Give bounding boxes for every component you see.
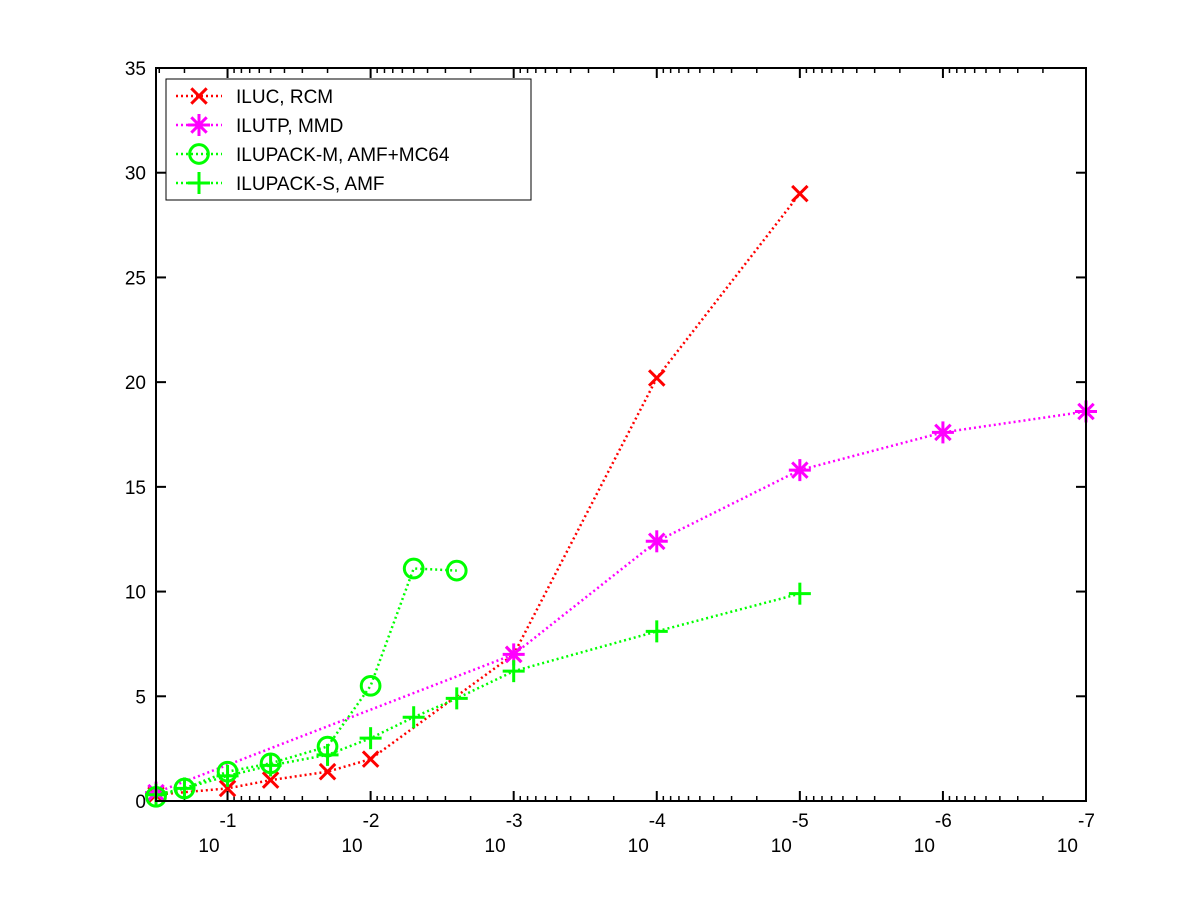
- data-point-circle: [188, 143, 210, 165]
- data-point-circle: [359, 674, 382, 697]
- data-point-plus: [788, 582, 811, 605]
- data-point-circle: [445, 559, 468, 582]
- data-point-plus: [188, 172, 210, 194]
- data-point-x: [648, 369, 666, 387]
- x-tick-labels: 10-110-210-310-410-510-610-7: [198, 811, 1095, 857]
- x-tick-label-exponent: -5: [792, 811, 809, 832]
- legend-entry: ILUC, RCM: [176, 87, 333, 108]
- data-point-asterisk: [931, 421, 954, 444]
- x-tick-label-base: 10: [914, 836, 935, 857]
- x-tick-label-exponent: -3: [506, 811, 523, 832]
- data-point-asterisk: [788, 459, 811, 482]
- x-tick-label-exponent: -1: [220, 811, 237, 832]
- legend-label: ILUC, RCM: [236, 87, 333, 108]
- x-tick-label-base: 10: [198, 836, 219, 857]
- y-tick-labels: 0 5 10 15 20 25 30 35: [125, 59, 146, 813]
- legend-box: [165, 78, 532, 201]
- y-tick-label: 20: [125, 373, 146, 394]
- x-tick-label-exponent: -2: [363, 811, 380, 832]
- data-point-asterisk: [645, 530, 668, 553]
- x-tick-label-base: 10: [341, 836, 362, 857]
- data-point-circle: [402, 557, 425, 580]
- data-point-x: [190, 87, 208, 105]
- legend-entry: ILUPACK-M, AMF+MC64: [176, 143, 450, 166]
- data-point-plus: [259, 754, 282, 777]
- x-tick-label-base: 10: [485, 836, 506, 857]
- data-point-plus: [502, 660, 525, 683]
- data-point-plus: [316, 743, 339, 766]
- y-tick-label: 35: [125, 59, 146, 80]
- legend-label: ILUTP, MMD: [236, 116, 343, 137]
- data-point-x: [791, 184, 809, 203]
- x-tick-label-base: 10: [1057, 836, 1078, 857]
- data-point-asterisk: [188, 114, 210, 136]
- x-tick-label-base: 10: [771, 836, 792, 857]
- data-point-plus: [216, 764, 239, 787]
- y-tick-label: 0: [135, 792, 146, 813]
- y-tick-label: 30: [125, 164, 146, 185]
- data-point-plus: [645, 620, 668, 643]
- y-tick-label: 25: [125, 268, 146, 289]
- plot-frame: [155, 67, 1087, 802]
- series-2: [145, 400, 1097, 804]
- data-point-plus: [402, 706, 425, 729]
- legend-entry: ILUTP, MMD: [176, 114, 343, 137]
- legend-label: ILUPACK-M, AMF+MC64: [236, 145, 450, 166]
- data-point-x: [218, 779, 237, 798]
- y-tick-label: 10: [125, 583, 146, 604]
- data-point-plus: [445, 687, 468, 710]
- x-tick-label-base: 10: [628, 836, 649, 857]
- data-point-x: [261, 771, 280, 789]
- legend-entry: ILUPACK-S, AMF: [176, 172, 385, 195]
- legend-label: ILUPACK-S, AMF: [236, 174, 385, 195]
- series-line: [155, 410, 1087, 794]
- data-point-x: [361, 750, 380, 768]
- data-point-plus: [173, 777, 196, 800]
- legend: ILUC, RCM ILUTP, MMD ILUPACK-M, AMF+MC64 IL…: [165, 78, 532, 201]
- y-tick-label: 5: [135, 687, 146, 708]
- series-line: [155, 192, 801, 796]
- y-tick-label: 15: [125, 478, 146, 499]
- x-tick-label-exponent: -4: [649, 811, 666, 832]
- series-4: [145, 582, 811, 806]
- data-point-x: [318, 762, 337, 781]
- data-point-plus: [359, 727, 382, 750]
- x-tick-label-exponent: -7: [1078, 811, 1095, 832]
- x-tick-label-exponent: -6: [935, 811, 952, 832]
